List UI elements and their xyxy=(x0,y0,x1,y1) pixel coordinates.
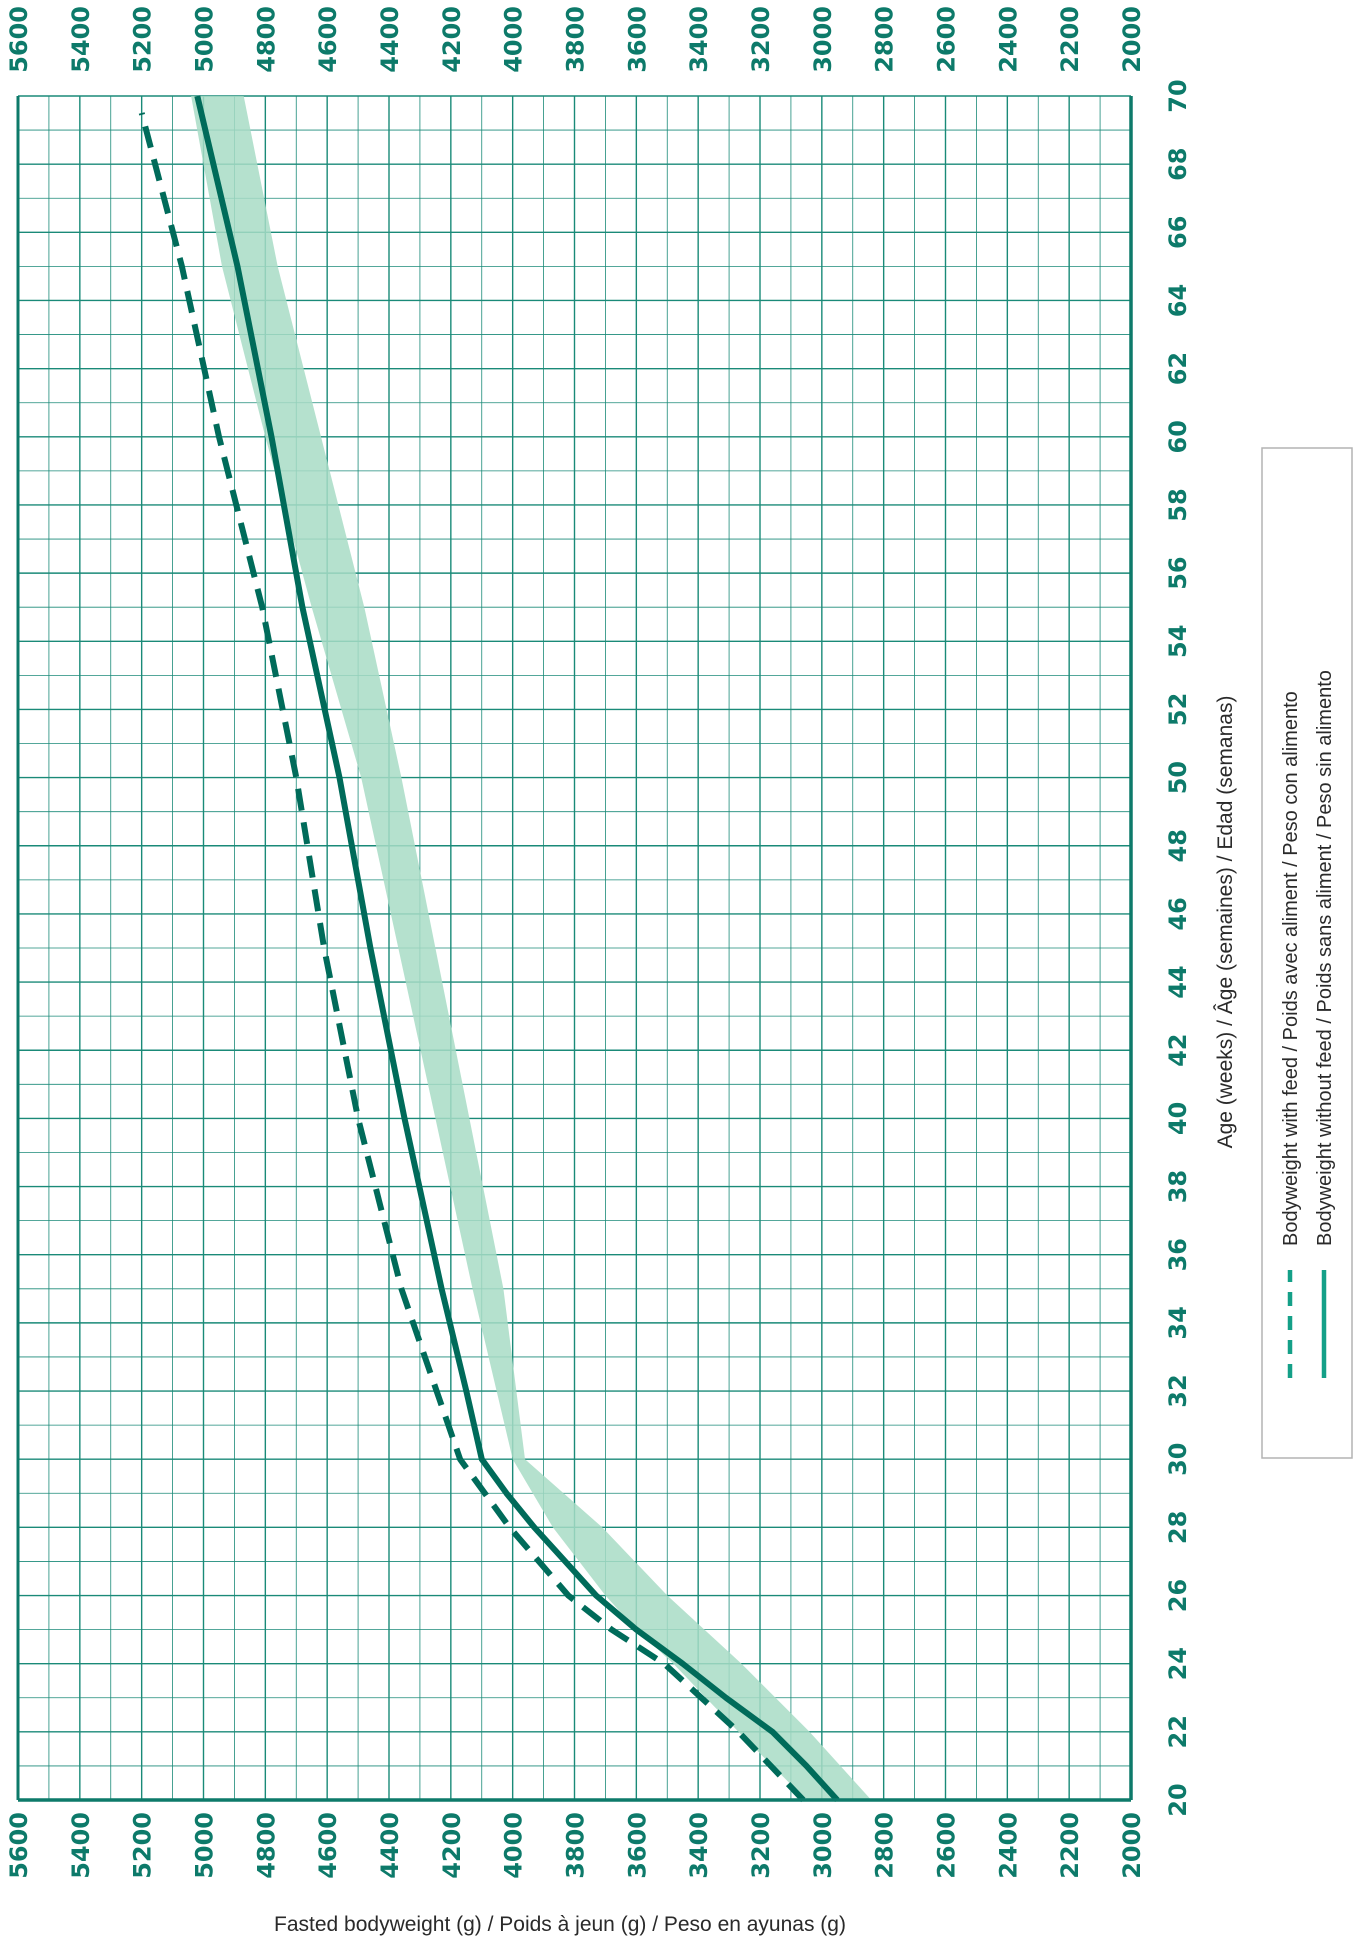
age-tick-label: 60 xyxy=(1164,420,1192,453)
weight-tick-label-bottom: 5600 xyxy=(5,1812,33,1879)
age-tick-label: 36 xyxy=(1164,1238,1192,1271)
age-tick-label: 22 xyxy=(1164,1715,1192,1748)
weight-tick-label-bottom: 5000 xyxy=(191,1812,219,1879)
age-tick-label: 50 xyxy=(1164,761,1192,794)
age-tick-label: 56 xyxy=(1164,556,1192,589)
weight-tick-label-bottom: 5400 xyxy=(67,1812,95,1879)
weight-tick-label-bottom: 4000 xyxy=(500,1812,528,1879)
weight-tick-label-bottom: 5200 xyxy=(129,1812,157,1879)
age-tick-label: 34 xyxy=(1164,1306,1192,1339)
age-tick-label: 30 xyxy=(1164,1442,1192,1475)
age-tick-label: 40 xyxy=(1164,1102,1192,1135)
weight-tick-label-bottom: 4600 xyxy=(314,1812,342,1879)
age-tick-label: 26 xyxy=(1164,1579,1192,1612)
weight-tick-label-bottom: 2200 xyxy=(1056,1812,1084,1879)
weight-tick-label-top: 4800 xyxy=(252,6,280,73)
weight-tick-label-top: 4200 xyxy=(438,6,466,73)
age-tick-label: 28 xyxy=(1164,1511,1192,1544)
weight-tick-label-bottom: 4400 xyxy=(376,1812,404,1879)
weight-tick-label-top: 3200 xyxy=(747,6,775,73)
age-tick-label: 20 xyxy=(1164,1783,1192,1816)
weight-tick-label-top: 2800 xyxy=(871,6,899,73)
age-tick-label: 68 xyxy=(1164,147,1192,180)
weight-tick-label-top: 2400 xyxy=(994,6,1022,73)
weight-tick-label-top: 3800 xyxy=(562,6,590,73)
weight-tick-label-top: 2200 xyxy=(1056,6,1084,73)
weight-tick-label-bottom: 4800 xyxy=(252,1812,280,1879)
weight-tick-label-top: 5200 xyxy=(129,6,157,73)
weight-tick-label-top: 2000 xyxy=(1118,6,1146,73)
weight-tick-label-top: 2600 xyxy=(933,6,961,73)
age-tick-label: 66 xyxy=(1164,216,1192,249)
weight-tick-label-top: 3000 xyxy=(809,6,837,73)
weight-tick-label-bottom: 2000 xyxy=(1118,1812,1146,1879)
weight-tick-label-bottom: 3400 xyxy=(685,1812,713,1879)
legend-label-with-feed: Bodyweight with feed / Poids avec alimen… xyxy=(1280,691,1302,1246)
weight-tick-label-bottom: 3200 xyxy=(747,1812,775,1879)
legend-box xyxy=(1261,447,1353,1459)
age-tick-label: 38 xyxy=(1164,1170,1192,1203)
age-tick-label: 32 xyxy=(1164,1374,1192,1407)
legend: Bodyweight with feed / Poids avec alimen… xyxy=(1261,447,1353,1459)
age-tick-label: 64 xyxy=(1164,284,1192,317)
age-tick-label: 58 xyxy=(1164,488,1192,521)
series-with-feed-line xyxy=(138,112,806,1803)
weight-tick-label-bottom: 3000 xyxy=(809,1812,837,1879)
weight-tick-label-top: 4400 xyxy=(376,6,404,73)
weight-tick-label-top: 5600 xyxy=(5,6,33,73)
weight-tick-label-top: 5400 xyxy=(67,6,95,73)
weight-tick-label-top: 3400 xyxy=(685,6,713,73)
series-lines xyxy=(138,95,840,1803)
age-tick-label: 46 xyxy=(1164,897,1192,930)
age-tick-label: 48 xyxy=(1164,829,1192,862)
age-tick-label: 52 xyxy=(1164,693,1192,726)
weight-tick-label-top: 5000 xyxy=(191,6,219,73)
age-tick-label: 44 xyxy=(1164,965,1192,998)
age-tick-label: 70 xyxy=(1164,79,1192,112)
age-tick-label: 62 xyxy=(1164,352,1192,385)
bodyweight-axis-label: Fasted bodyweight (g) / Poids à jeun (g)… xyxy=(274,1913,846,1936)
target-range-area xyxy=(191,96,872,1800)
age-axis-label: Age (weeks) / Âge (semaines) / Edad (sem… xyxy=(1214,696,1237,1149)
weight-tick-label-bottom: 3600 xyxy=(623,1812,651,1879)
plot-frame xyxy=(16,96,1133,1802)
target-range-band xyxy=(191,96,872,1800)
weight-tick-label-top: 4600 xyxy=(314,6,342,73)
age-tick-label: 54 xyxy=(1164,625,1192,658)
weight-tick-label-top: 4000 xyxy=(500,6,528,73)
legend-label-without-feed: Bodyweight without feed / Poids sans ali… xyxy=(1314,670,1336,1246)
weight-tick-label-bottom: 3800 xyxy=(562,1812,590,1879)
weight-tick-label-bottom: 2800 xyxy=(871,1812,899,1879)
age-tick-label: 42 xyxy=(1164,1033,1192,1066)
weight-tick-label-bottom: 2600 xyxy=(933,1812,961,1879)
weight-tick-label-bottom: 4200 xyxy=(438,1812,466,1879)
weight-tick-label-bottom: 2400 xyxy=(994,1812,1022,1879)
series-without-feed-line xyxy=(194,95,840,1803)
age-tick-label: 24 xyxy=(1164,1647,1192,1680)
weight-tick-label-top: 3600 xyxy=(623,6,651,73)
tick-labels: 2000 2000 2200 2200 2400 2400 2600 2600 2800 2800… xyxy=(5,6,1192,1879)
